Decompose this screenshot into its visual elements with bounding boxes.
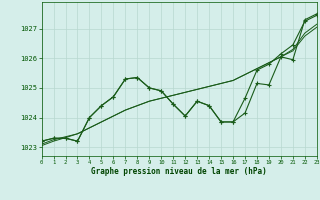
X-axis label: Graphe pression niveau de la mer (hPa): Graphe pression niveau de la mer (hPa): [91, 167, 267, 176]
